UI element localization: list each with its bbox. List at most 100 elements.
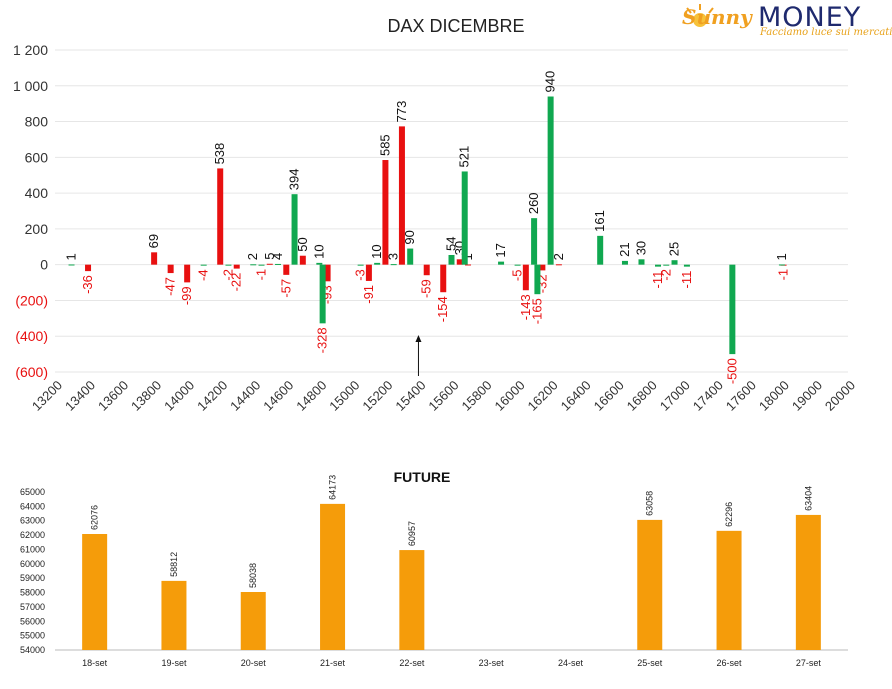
chart2-bar xyxy=(161,580,187,650)
chart1-xtick-label: 13200 xyxy=(29,378,65,414)
chart2-bar xyxy=(637,519,663,650)
chart1-xtick-label: 14800 xyxy=(293,378,329,414)
chart1-title: DAX DICEMBRE xyxy=(387,16,524,36)
chart1-xtick-label: 15800 xyxy=(458,378,494,414)
logo-word: MONEY xyxy=(758,2,862,33)
chart1-data-label: -99 xyxy=(179,286,194,305)
chart1-xtick-label: 14600 xyxy=(260,378,296,414)
chart1-data-label: 4 xyxy=(270,253,285,260)
chart1-xtick-label: 14000 xyxy=(161,378,197,414)
chart1-bar xyxy=(461,171,468,265)
chart1-bar xyxy=(448,255,455,265)
chart1-xtick-label: 15400 xyxy=(392,378,428,414)
chart1-bar xyxy=(291,194,298,265)
chart1-data-label: 538 xyxy=(212,143,227,165)
chart1-data-label: 3 xyxy=(386,253,401,260)
chart2-data-label: 63058 xyxy=(645,491,655,516)
chart1-bar xyxy=(184,264,191,283)
chart1-data-label: -1 xyxy=(254,269,269,281)
chart1-bar xyxy=(151,252,158,265)
chart1-xtick-label: 15200 xyxy=(359,378,395,414)
chart2-bar xyxy=(399,550,425,650)
chart2-data-label: 60957 xyxy=(407,521,417,546)
chart1-bar xyxy=(68,264,75,266)
chart1-data-label: 5 xyxy=(262,253,277,260)
chart2-bar xyxy=(320,503,346,650)
chart1-bar xyxy=(250,264,257,266)
chart1-bar xyxy=(683,264,690,267)
chart1-ytick-label: (600) xyxy=(15,364,48,380)
chart1-data-label: 54 xyxy=(444,237,459,251)
chart1-ytick-label: 600 xyxy=(25,149,49,165)
chart2-ytick-label: 58000 xyxy=(20,588,45,598)
chart1-bar xyxy=(597,235,604,265)
chart1-bar xyxy=(266,263,273,265)
chart2-xtick-label: 18-set xyxy=(82,658,108,668)
chart1-xtick-label: 15000 xyxy=(326,378,362,414)
chart1-bar xyxy=(258,264,265,266)
chart1-xtick-label: 19000 xyxy=(789,378,825,414)
chart1-data-label: 1 xyxy=(774,253,789,260)
chart1-bar xyxy=(390,264,397,266)
chart2-data-label: 58038 xyxy=(248,563,258,588)
chart1-data-label: 1 xyxy=(64,253,79,260)
chart1-data-label: 69 xyxy=(146,234,161,248)
chart1-xtick-label: 16600 xyxy=(591,378,627,414)
chart1-bar xyxy=(555,264,562,266)
chart1-bar xyxy=(324,264,331,282)
chart2-title: FUTURE xyxy=(394,469,451,485)
chart1-data-label: 21 xyxy=(617,242,632,256)
chart1-bar xyxy=(217,168,224,265)
chart2-bar xyxy=(795,514,821,650)
chart1-data-label: 30 xyxy=(633,241,648,255)
chart1-xtick-label: 16000 xyxy=(492,378,528,414)
chart1-ytick-label: (200) xyxy=(15,292,48,308)
chart2-xtick-label: 23-set xyxy=(479,658,505,668)
chart2-xtick-label: 24-set xyxy=(558,658,584,668)
chart1-bar xyxy=(534,264,541,295)
chart2-ytick-label: 62000 xyxy=(20,530,45,540)
chart1-bar xyxy=(200,264,207,266)
chart1-xtick-label: 14400 xyxy=(227,378,263,414)
chart1-xtick-label: 17400 xyxy=(690,378,726,414)
chart1-bar xyxy=(423,264,430,276)
chart1-xtick-label: 16400 xyxy=(558,378,594,414)
chart1-data-label: 940 xyxy=(543,71,558,93)
chart2-ytick-label: 63000 xyxy=(20,516,45,526)
chart1-ytick-label: 800 xyxy=(25,114,49,130)
chart1-bar xyxy=(275,263,282,265)
chart2-ytick-label: 59000 xyxy=(20,573,45,583)
chart1-bar xyxy=(539,264,546,271)
chart2-ytick-label: 57000 xyxy=(20,602,45,612)
chart1-ytick-label: (400) xyxy=(15,328,48,344)
chart1-data-label: -328 xyxy=(315,327,330,353)
chart1-data-label: -1 xyxy=(776,269,791,281)
chart1-data-label: 394 xyxy=(287,168,302,190)
chart1-bar xyxy=(638,259,645,265)
chart1-bar xyxy=(456,259,463,265)
chart1-data-label: 2 xyxy=(551,253,566,260)
chart1-bar xyxy=(357,264,364,266)
chart1-data-label: -11 xyxy=(650,271,665,289)
chart2-data-label: 63404 xyxy=(803,486,813,511)
chart1-data-label: -2 xyxy=(658,269,673,281)
chart1-ytick-label: 200 xyxy=(25,221,49,237)
chart1-data-label: -11 xyxy=(679,271,694,289)
chart1-data-label: 161 xyxy=(592,210,607,232)
chart1-ytick-label: 1 200 xyxy=(13,42,48,58)
chart1-bar xyxy=(514,264,521,266)
chart2-data-label: 62296 xyxy=(724,502,734,527)
chart1-bar xyxy=(299,255,306,265)
chart2-ytick-label: 61000 xyxy=(20,544,45,554)
chart1-data-label: -165 xyxy=(529,298,544,324)
chart2-ytick-label: 56000 xyxy=(20,616,45,626)
chart2-ytick-label: 64000 xyxy=(20,501,45,511)
chart1-bar xyxy=(316,262,323,265)
logo-script-text: Sunny xyxy=(682,5,752,29)
chart1-xtick-label: 13600 xyxy=(95,378,131,414)
chart1-data-label: -154 xyxy=(435,296,450,322)
chart1-bar xyxy=(85,264,92,272)
chart1-xtick-label: 13400 xyxy=(62,378,98,414)
chart1-bar xyxy=(440,264,447,293)
chart2-ytick-label: 60000 xyxy=(20,559,45,569)
